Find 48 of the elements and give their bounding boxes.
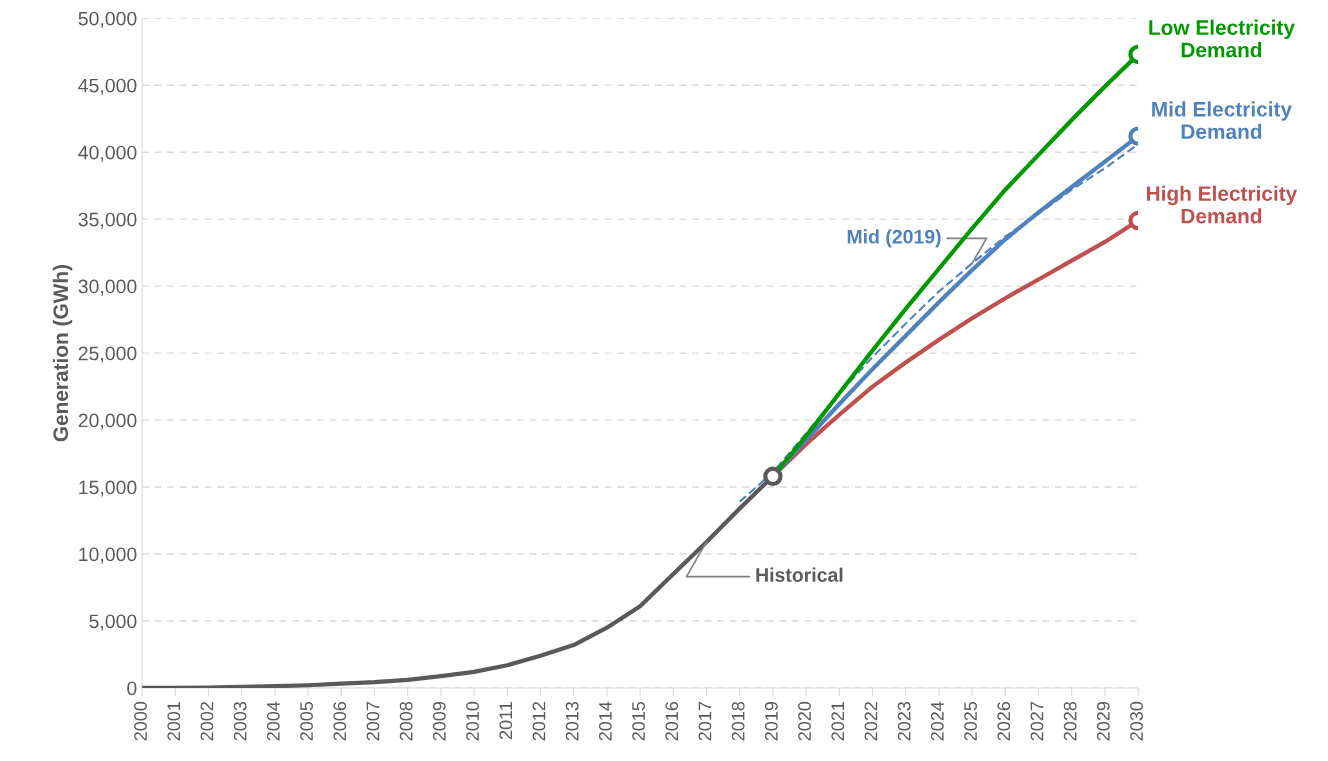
x-tick-label: 2010	[466, 701, 479, 741]
y-tick-label: 25,000	[78, 346, 137, 363]
x-tick-label: 2026	[997, 701, 1011, 741]
annotation: Historical	[756, 567, 843, 582]
annotation: Mid (2019)	[847, 229, 941, 248]
x-tick-label: 2019	[764, 701, 778, 741]
x-tick-label: 2030	[1130, 701, 1143, 741]
x-tick-label: 2005	[300, 701, 313, 741]
x-tick-label: 2009	[432, 701, 446, 741]
x-tick-label: 2027	[1030, 702, 1044, 741]
x-tick-label: 2025	[964, 701, 977, 741]
x-tick-label: 2008	[399, 701, 413, 741]
y-tick-label: 45,000	[78, 78, 137, 95]
x-tick-label: 2014	[598, 701, 612, 741]
x-tick-label: 2007	[366, 702, 380, 741]
x-tick-label: 2000	[134, 701, 147, 741]
y-tick-label: 50,000	[78, 11, 137, 28]
x-tick-label: 2001	[167, 702, 181, 741]
x-tick-label: 2004	[266, 701, 280, 741]
y-tick-label: 30,000	[78, 279, 137, 296]
series-label: High Electricity Demand	[1147, 185, 1298, 224]
y-tick-label: 15,000	[79, 480, 137, 497]
x-tick-label: 2022	[864, 702, 878, 741]
x-tick-label: 2011	[499, 702, 513, 740]
x-tick-label: 2018	[731, 701, 745, 741]
x-tick-label: 2021	[831, 702, 845, 741]
x-tick-label: 2020	[798, 701, 811, 741]
y-axis-title: Generation (GWh)	[52, 265, 73, 442]
x-tick-label: 2023	[897, 701, 911, 741]
x-tick-label: 2002	[200, 702, 214, 741]
y-tick-label: 5,000	[89, 614, 137, 631]
x-tick-label: 2017	[698, 702, 712, 741]
x-tick-label: 2013	[565, 701, 579, 741]
y-tick-label: 10,000	[79, 547, 137, 564]
series-label: Low Electricity Demand	[1149, 19, 1295, 58]
x-tick-label: 2015	[632, 701, 645, 741]
x-tick-label: 2029	[1096, 701, 1110, 741]
x-tick-label: 2003	[233, 701, 247, 741]
x-tick-label: 2012	[532, 702, 546, 741]
y-tick-label: 20,000	[78, 413, 137, 430]
x-tick-label: 2016	[665, 701, 679, 741]
y-tick-label: 40,000	[78, 145, 137, 162]
x-tick-label: 2028	[1063, 701, 1077, 741]
y-tick-label: 0	[127, 681, 137, 696]
series-label: Mid Electricity Demand	[1152, 101, 1292, 140]
x-tick-label: 2006	[333, 701, 347, 741]
y-tick-label: 35,000	[78, 212, 137, 229]
x-tick-label: 2024	[930, 701, 944, 741]
